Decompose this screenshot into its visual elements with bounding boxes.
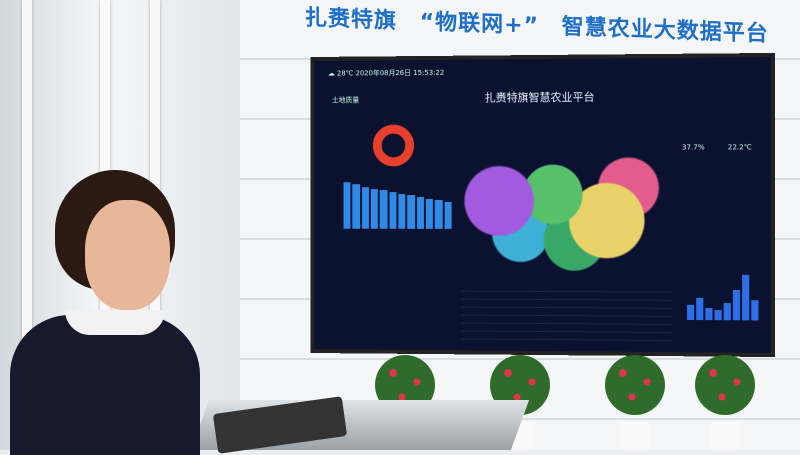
screen-header: ☁ 28℃ 2020年08月26日 15:53:22 bbox=[328, 68, 444, 79]
donut-chart bbox=[372, 124, 415, 167]
time: 15:53:22 bbox=[413, 68, 445, 77]
date: 2020年08月26日 bbox=[355, 69, 412, 78]
bar-chart bbox=[343, 179, 452, 229]
weather-icon: ☁ bbox=[327, 69, 335, 78]
humidity-stat: 37.7% bbox=[681, 143, 705, 152]
sign-text: “物联网+” bbox=[419, 9, 540, 39]
dashboard-screen: ☁ 28℃ 2020年08月26日 15:53:22 土地质量 扎赉特旗智慧农业… bbox=[310, 52, 775, 358]
region-map bbox=[456, 148, 672, 280]
bar-chart-right bbox=[687, 270, 759, 321]
temperature-stat: 22.2℃ bbox=[727, 143, 752, 152]
data-table bbox=[461, 283, 672, 346]
weather-temp: 28℃ bbox=[336, 69, 354, 78]
presenter bbox=[10, 170, 200, 455]
potted-plant bbox=[605, 355, 665, 450]
screen-title: 扎赉特旗智慧农业平台 bbox=[484, 90, 595, 105]
sign-text: 扎赉特旗 bbox=[305, 5, 398, 34]
potted-plant bbox=[695, 355, 755, 450]
window-frame bbox=[22, 0, 32, 450]
